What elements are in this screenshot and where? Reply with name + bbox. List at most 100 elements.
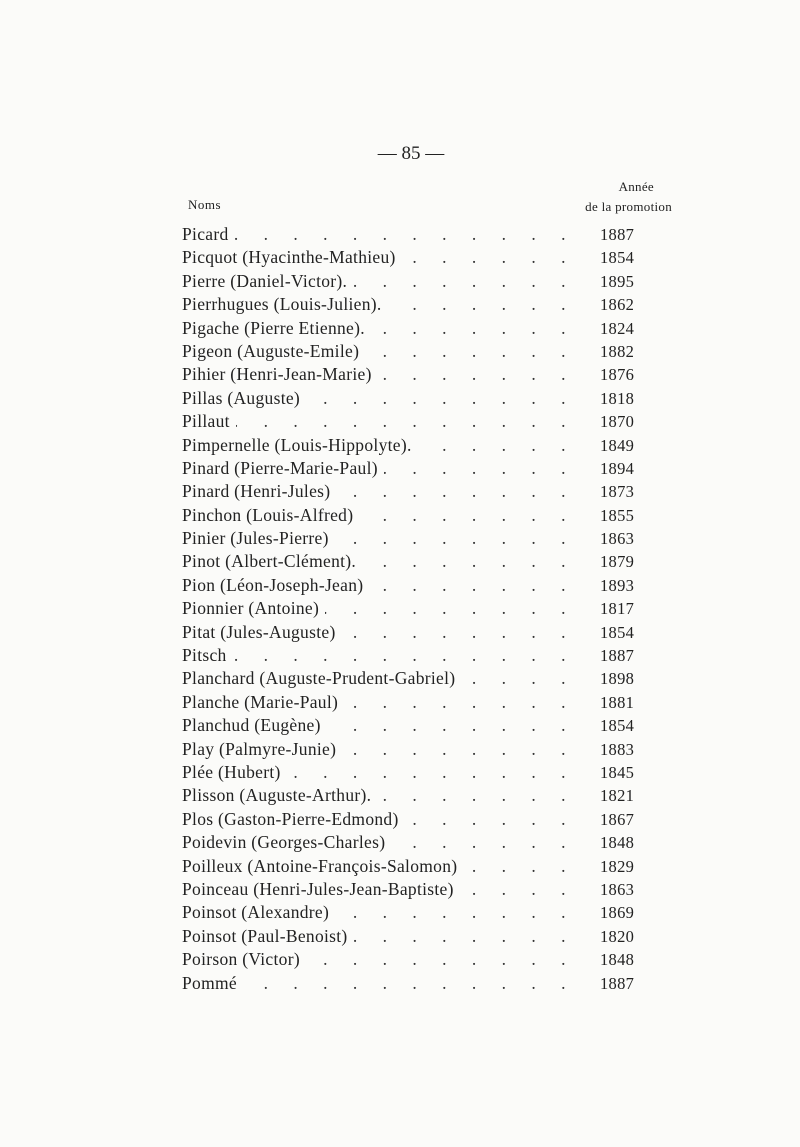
list-item: Pinchon (Louis-Alfred) 1855 [182, 505, 642, 528]
list-item: Pionnier (Antoine) 1817 [182, 598, 642, 621]
entry-year: 1854 [600, 248, 635, 268]
dot-leader [378, 364, 576, 385]
entry-name: Pierrhugues (Louis-Julien). [182, 294, 382, 315]
entry-year: 1887 [600, 646, 635, 666]
list-item: Poirson (Victor) 1848 [182, 949, 642, 972]
dot-leader [365, 341, 576, 362]
entry-name: Poilleux (Antoine-François-Salomon) [182, 855, 458, 876]
entry-name: Poinsot (Alexandre) [182, 902, 330, 923]
entry-year: 1882 [600, 341, 635, 361]
list-item: Planchud (Eugène) 1854 [182, 715, 642, 738]
entry-name: Pommé [182, 972, 237, 993]
entry-year: 1845 [600, 762, 635, 782]
entry-name: Pillaut [182, 411, 230, 432]
dot-leader [460, 879, 576, 900]
dot-leader [371, 318, 576, 339]
entry-year: 1887 [600, 973, 635, 993]
entry-name: Pigache (Pierre Etienne). [182, 317, 365, 338]
dot-leader [377, 785, 576, 806]
dot-leader [335, 902, 576, 923]
dot-leader [362, 551, 576, 572]
entry-year: 1824 [600, 318, 635, 338]
entry-name: Poirson (Victor) [182, 949, 300, 970]
dot-leader [342, 622, 576, 643]
list-item: Plée (Hubert) 1845 [182, 762, 642, 785]
list-item: Pinot (Albert-Clément). 1879 [182, 551, 642, 574]
dot-leader [327, 715, 576, 736]
entry-name: Picard [182, 224, 229, 244]
entry-name: Plos (Gaston-Pierre-Edmond) [182, 808, 399, 829]
entry-year: 1870 [600, 412, 635, 432]
list-item: Pigache (Pierre Etienne). 1824 [182, 318, 642, 341]
entry-year: 1818 [600, 388, 635, 408]
dot-leader [236, 411, 576, 432]
list-item: Pimpernelle (Louis-Hippolyte). 1849 [182, 435, 642, 458]
dot-leader [418, 435, 576, 456]
entry-name: Pinard (Pierre-Marie-Paul) [182, 457, 378, 478]
dot-leader [384, 458, 576, 479]
entry-name: Pion (Léon-Joseph-Jean) [182, 574, 364, 595]
dot-leader [243, 973, 576, 994]
entry-name: Pitsch [182, 645, 227, 666]
entry-year: 1898 [600, 669, 635, 689]
entry-name: Planchud (Eugène) [182, 715, 321, 736]
entry-name: Poidevin (Georges-Charles) [182, 832, 386, 853]
entry-year: 1848 [600, 833, 635, 853]
entry-year: 1893 [600, 575, 635, 595]
entry-year: 1887 [600, 225, 635, 244]
entry-year: 1894 [600, 458, 635, 478]
list-item: Pinier (Jules-Pierre) 1863 [182, 528, 642, 551]
list-item: Pitsch 1887 [182, 645, 642, 668]
list-item: Planche (Marie-Paul) 1881 [182, 692, 642, 715]
entry-year: 1883 [600, 739, 635, 759]
entry-year: 1863 [600, 879, 635, 899]
entry-year: 1863 [600, 529, 635, 549]
dot-leader [369, 575, 576, 596]
entry-name: Pimpernelle (Louis-Hippolyte). [182, 434, 412, 455]
entry-name: Pionnier (Antoine) [182, 598, 320, 619]
list-item: Pillas (Auguste) 1818 [182, 388, 642, 411]
entry-name: Pinard (Henri-Jules) [182, 481, 331, 502]
entry-year: 1879 [600, 552, 635, 572]
list-item: Poinceau (Henri-Jules-Jean-Baptiste) 1863 [182, 879, 642, 902]
entry-year: 1855 [600, 505, 635, 525]
column-header-year: Année de la promotion [520, 177, 672, 217]
entry-name: Pinier (Jules-Pierre) [182, 528, 329, 549]
entry-year: 1817 [600, 599, 635, 619]
dot-leader [342, 739, 576, 760]
entry-year: 1867 [600, 809, 635, 829]
list-item: Poinsot (Alexandre) 1869 [182, 902, 642, 925]
dot-leader [325, 598, 576, 619]
entry-year: 1854 [600, 622, 635, 642]
entry-year: 1862 [600, 295, 635, 315]
entry-year: 1881 [600, 692, 635, 712]
dot-leader [354, 926, 576, 947]
list-item: Pinard (Henri-Jules) 1873 [182, 481, 642, 504]
dot-leader [335, 528, 576, 549]
name-list: Picard 1887 Picquot (Hyacinthe-Mathieu) 185… [182, 224, 642, 996]
column-header-names: Noms [188, 197, 222, 212]
dot-leader [391, 832, 576, 853]
entry-name: Pihier (Henri-Jean-Marie) [182, 364, 372, 385]
dot-leader [344, 692, 576, 713]
entry-name: Play (Palmyre-Junie) [182, 738, 337, 759]
list-item: Planchard (Auguste-Prudent-Gabriel) 1898 [182, 668, 642, 691]
entry-name: Pinchon (Louis-Alfred) [182, 504, 354, 525]
list-item: Poinsot (Paul-Benoist) 1820 [182, 926, 642, 949]
entry-name: Poinceau (Henri-Jules-Jean-Baptiste) [182, 878, 454, 899]
dot-leader [402, 247, 576, 268]
entry-name: Planchard (Auguste-Prudent-Gabriel) [182, 668, 456, 689]
entry-name: Plisson (Auguste-Arthur). [182, 785, 372, 806]
list-item: Pitat (Jules-Auguste) 1854 [182, 622, 642, 645]
entry-year: 1876 [600, 365, 635, 385]
entry-name: Pierre (Daniel-Victor). [182, 270, 348, 291]
dot-leader [353, 271, 576, 292]
list-item: Pinard (Pierre-Marie-Paul) 1894 [182, 458, 642, 481]
dot-leader [359, 505, 576, 526]
entry-year: 1869 [600, 903, 635, 923]
column-header-year-line2: de la promotion [585, 199, 672, 214]
list-item: Pigeon (Auguste-Emile) 1882 [182, 341, 642, 364]
dot-leader [405, 809, 576, 830]
entry-name: Pitat (Jules-Auguste) [182, 621, 336, 642]
dot-leader [306, 388, 576, 409]
